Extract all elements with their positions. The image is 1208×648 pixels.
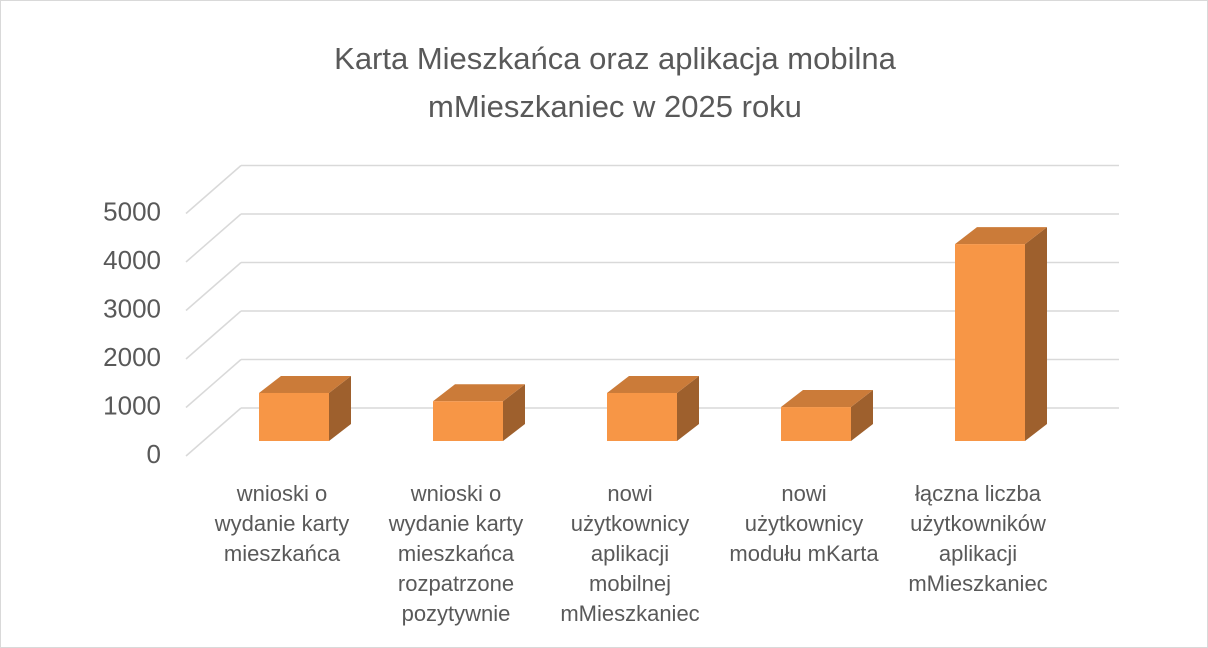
bar bbox=[433, 401, 503, 441]
y-tick-label: 4000 bbox=[103, 245, 161, 275]
bar-top bbox=[433, 384, 525, 402]
bar-top bbox=[259, 375, 351, 393]
bar-side bbox=[329, 375, 351, 441]
bar-top bbox=[955, 227, 1047, 245]
bar-top bbox=[607, 375, 699, 393]
grid-line bbox=[185, 358, 242, 409]
bar-side bbox=[677, 375, 699, 441]
x-tick-label: wnioski o wydanie karty mieszkańca bbox=[214, 481, 350, 566]
x-tick-label: nowi użytkownicy aplikacji mobilnej mMie… bbox=[560, 481, 700, 626]
grid-line bbox=[185, 164, 242, 215]
y-tick-label: 5000 bbox=[103, 196, 161, 226]
grid-line bbox=[185, 213, 242, 263]
bar-top bbox=[781, 390, 873, 408]
bar bbox=[259, 392, 329, 441]
grid-line bbox=[185, 261, 242, 312]
x-tick-label: wnioski o wydanie karty mieszkańca rozpa… bbox=[388, 481, 524, 626]
grid-line bbox=[185, 407, 242, 457]
bar bbox=[955, 244, 1025, 441]
grid-line bbox=[185, 310, 242, 360]
bar-side bbox=[851, 390, 873, 441]
y-tick-label: 1000 bbox=[103, 390, 161, 420]
chart-title: Karta Mieszkańca oraz aplikacja mobilna … bbox=[334, 41, 896, 124]
bar-side bbox=[1025, 227, 1047, 441]
bar bbox=[607, 392, 677, 441]
y-tick-label: 2000 bbox=[103, 342, 161, 372]
bar-side bbox=[503, 384, 525, 441]
y-tick-label: 0 bbox=[147, 439, 161, 469]
x-tick-label: łączna liczba użytkowników aplikacji mMi… bbox=[908, 481, 1048, 596]
bar bbox=[781, 407, 851, 441]
y-tick-label: 3000 bbox=[103, 293, 161, 323]
x-tick-label: nowi użytkownicy modułu mKarta bbox=[729, 481, 879, 566]
